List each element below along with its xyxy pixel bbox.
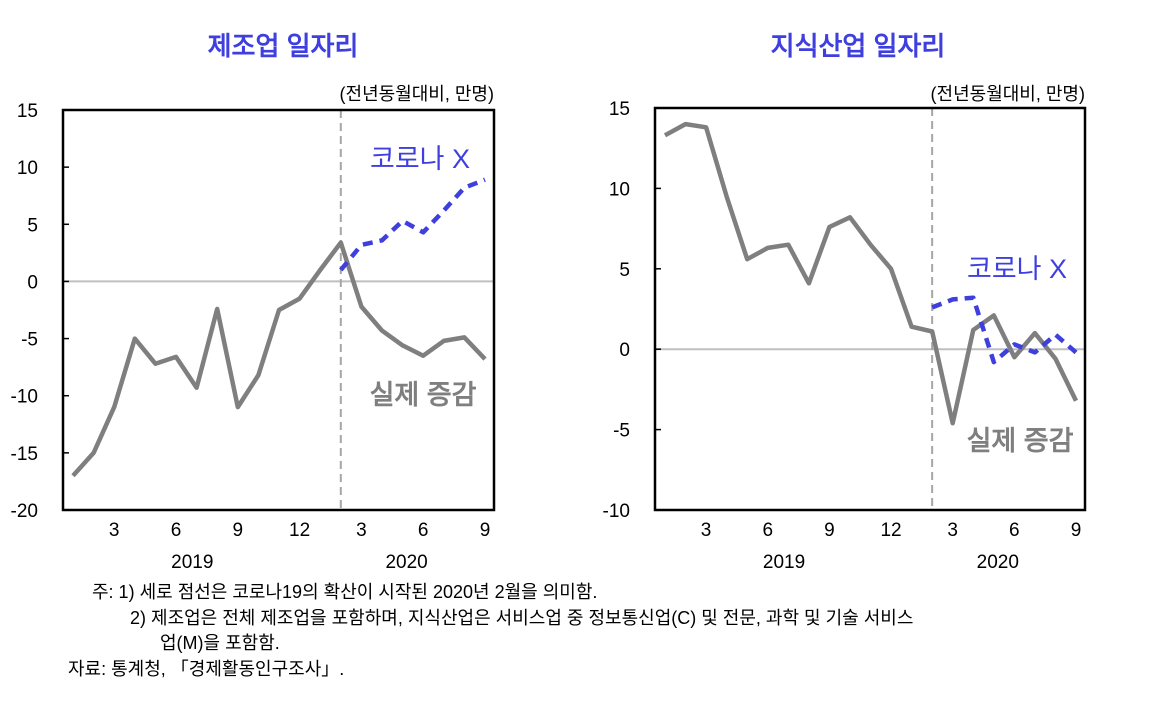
series-label: 실제 증감 [370,380,477,410]
x-tick-label: 9 [233,520,244,541]
x-tick-label: 3 [701,520,712,541]
x-tick-label: 6 [1009,520,1020,541]
footnote-2: 2) 제조업은 전체 제조업을 포함하며, 지식산업은 서비스업 중 정보통신업… [130,608,914,628]
y-tick-label: 5 [619,260,630,281]
unit-label: (전년동월대비, 만명) [340,84,494,104]
y-tick-label: 0 [27,272,38,293]
x-year-label: 2020 [977,552,1019,573]
x-year-label: 2020 [385,552,427,573]
series-line-no-covid [931,295,1078,365]
x-tick-label: 6 [418,520,429,541]
y-tick-label: -20 [11,501,38,522]
x-tick-label: 6 [762,520,773,541]
source-note: 자료: 통계청, 「경제활동인구조사」. [68,659,345,679]
y-tick-label: 0 [619,340,630,361]
x-tick-label: 9 [480,520,491,541]
x-tick-label: 9 [1071,520,1082,541]
x-tick-label: 3 [356,520,367,541]
y-tick-label: -5 [613,421,630,442]
x-tick-label: 3 [947,520,958,541]
series-line-no-covid [339,177,486,272]
x-tick-label: 9 [824,520,835,541]
x-year-label: 2019 [171,552,213,573]
footnote-1: 주: 1) 세로 점선은 코로나19의 확산이 시작된 2020년 2월을 의미… [92,582,598,602]
plot-frame [61,108,496,512]
y-tick-label: 5 [27,215,38,236]
x-tick-label: 12 [880,520,901,541]
y-tick-label: 10 [17,158,38,179]
y-tick-label: -10 [603,501,630,522]
series-line-actual [71,240,487,478]
y-tick-label: -15 [11,444,38,465]
plot-frame [653,106,1087,512]
y-tick-label: 10 [609,179,630,200]
series-label: 실제 증감 [967,426,1074,456]
x-tick-label: 3 [109,520,120,541]
y-tick-label: 15 [609,99,630,120]
series-label: 코로나 X [967,254,1067,284]
chart-title: 제조업 일자리 [208,31,359,61]
y-tick-label: 15 [17,101,38,122]
x-year-label: 2019 [763,552,805,573]
chart-title: 지식산업 일자리 [771,31,946,61]
series-label: 코로나 X [370,144,470,174]
y-tick-label: -5 [21,330,38,351]
y-tick-label: -10 [11,387,38,408]
x-tick-label: 6 [171,520,182,541]
footnote-2-cont: 업(M)을 포함함. [160,633,280,653]
unit-label: (전년동월대비, 만명) [931,84,1085,104]
x-tick-label: 12 [289,520,310,541]
